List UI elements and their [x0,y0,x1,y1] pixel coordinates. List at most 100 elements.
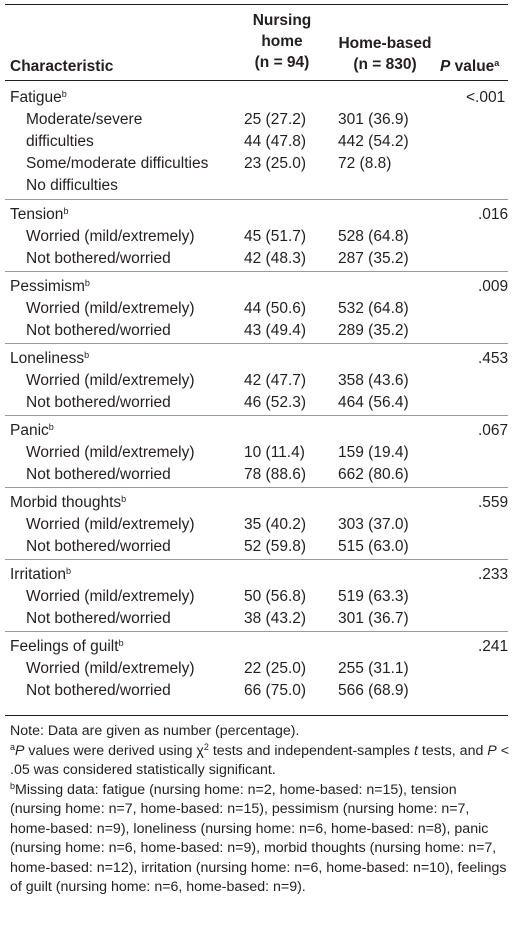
row-label: Worried (mild/extremely) [26,660,195,677]
row-label: Not bothered/worried [26,466,171,483]
row-label: Worried (mild/extremely) [26,228,195,245]
group-separator [5,199,508,200]
header-p-rest: value [450,58,495,75]
note-b-text: Missing data: fatigue (nursing home: n=2… [10,781,507,896]
note-a-text1: values were derived using χ [24,742,204,759]
row-label: Worried (mild/extremely) [26,372,195,389]
group-separator [5,271,508,272]
p-value-cell: .241 [478,638,509,655]
nursing-home-cell: 22 (25.0) [244,660,307,677]
group-separator [5,487,508,488]
home-based-cell: 303 (37.0) [338,516,409,533]
note-b: bMissing data: fatigue (nursing home: n=… [10,781,510,898]
group-title-sup: b [63,206,69,216]
p-value-cell: .233 [478,566,509,583]
group-title-text: Tension [10,206,64,223]
note-a-p: P [15,742,25,759]
group-separator [5,559,508,560]
group-title-sup: b [66,566,72,576]
group-title-text: Pessimism [10,278,85,295]
home-based-cell: 662 (80.6) [338,466,409,483]
group-title-text: Panic [10,422,49,439]
group-title: Feelings of guiltb [10,636,124,658]
header-characteristic: Characteristic [10,58,114,75]
row-label: No difficulties [26,177,118,194]
note-a-text3: tests, and [417,742,488,759]
header-nursing-home: Nursing home (n = 94) [232,10,332,73]
home-based-cell: 464 (56.4) [338,394,409,411]
group-title: Lonelinessb [10,348,89,370]
row-label: Worried (mild/extremely) [26,588,195,605]
header-rule [5,80,508,81]
note-b-sup: b [10,780,16,791]
group-title-text: Loneliness [10,350,85,367]
row-label: Worried (mild/extremely) [26,444,195,461]
nursing-home-cell: 25 (27.2) [244,111,307,128]
group-title: Morbid thoughtsb [10,492,126,514]
group-title-sup: b [121,494,127,504]
group-title: Tensionb [10,204,68,226]
group-separator [5,343,508,344]
row-label: Not bothered/worried [26,250,171,267]
header-nursing-home-line1: Nursing [252,12,312,29]
nursing-home-cell: 44 (47.8) [244,133,307,150]
nursing-home-cell: 46 (52.3) [244,394,307,411]
note-a: aP values were derived using χ2 tests an… [10,742,510,781]
nursing-home-cell: 78 (88.6) [244,466,307,483]
nursing-home-cell: 50 (56.8) [244,588,307,605]
group-title-sup: b [61,89,67,99]
note-a-sup: a [10,741,16,752]
nursing-home-cell: 45 (51.7) [244,228,307,245]
note-a-p2: P [487,742,497,759]
nursing-home-cell: 10 (11.4) [244,444,305,461]
row-label: Not bothered/worried [26,682,171,699]
group-title: Irritationb [10,564,71,586]
group-title-text: Fatigue [10,89,62,106]
p-value-cell: .453 [478,350,509,367]
home-based-cell: 289 (35.2) [338,322,409,339]
header-home-based-line1: Home-based [338,35,432,52]
row-label: Not bothered/worried [26,394,171,411]
header-nursing-home-n: (n = 94) [254,54,310,71]
note-a-text4: < .05 was considered statistically signi… [10,742,509,779]
header-p-italic: P [440,58,451,75]
group-separator [5,631,508,632]
home-based-cell: 255 (31.1) [338,660,409,677]
row-label: Worried (mild/extremely) [26,300,195,317]
nursing-home-cell: 42 (48.3) [244,250,307,267]
note-a-chi-sup: 2 [203,741,209,752]
home-based-cell: 301 (36.9) [338,111,409,128]
nursing-home-cell: 23 (25.0) [244,155,307,172]
header-p-sup: a [494,58,500,68]
row-label: Moderate/severe [26,111,143,128]
bottom-rule [5,715,508,716]
p-value-cell: <.001 [466,89,506,106]
home-based-cell: 532 (64.8) [338,300,409,317]
note-a-t: t [413,742,418,759]
row-label: Not bothered/worried [26,610,171,627]
note-a-text2: tests and independent-samples [208,742,414,759]
header-nursing-home-line2: home [261,33,303,50]
note-general: Note: Data are given as number (percenta… [10,723,300,739]
group-title-sup: b [84,278,90,288]
row-label: Worried (mild/extremely) [26,516,195,533]
nursing-home-cell: 38 (43.2) [244,610,307,627]
home-based-cell: 515 (63.0) [338,538,409,555]
p-value-cell: .559 [478,494,509,511]
header-home-based: Home-based (n = 830) [332,33,438,75]
group-title-text: Feelings of guilt [10,638,119,655]
nursing-home-cell: 44 (50.6) [244,300,307,317]
row-label: Some/moderate difficulties [26,155,209,172]
header-home-based-n: (n = 830) [353,56,417,73]
group-title-sup: b [48,422,54,432]
home-based-cell: 72 (8.8) [338,155,392,172]
home-based-cell: 566 (68.9) [338,682,409,699]
p-value-cell: .009 [478,278,509,295]
home-based-cell: 528 (64.8) [338,228,409,245]
nursing-home-cell: 42 (47.7) [244,372,307,389]
group-title: Pessimismb [10,276,90,298]
home-based-cell: 287 (35.2) [338,250,409,267]
header-p-value: P valuea [440,56,499,77]
group-title-text: Morbid thoughts [10,494,122,511]
